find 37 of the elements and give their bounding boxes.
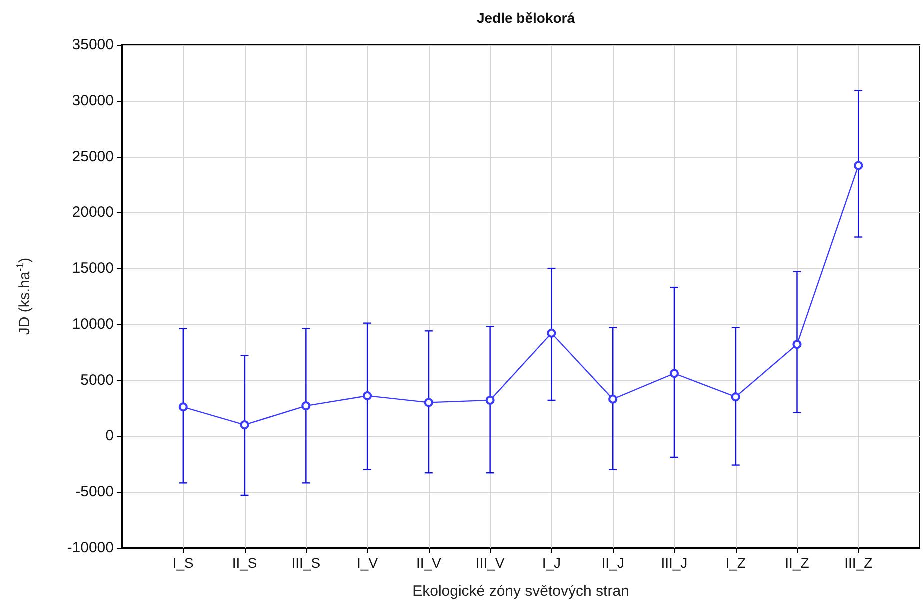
y-tick-label: 20000 <box>72 204 114 222</box>
x-tick-label: III_V <box>476 555 506 571</box>
point <box>731 392 740 402</box>
point <box>854 161 864 170</box>
point <box>302 402 311 411</box>
point <box>424 398 434 408</box>
x-axis-title: Ekologické zóny světových stran <box>412 583 630 600</box>
point <box>670 369 679 378</box>
y-tick-label: 15000 <box>72 260 114 278</box>
x-tick-label: II_S <box>232 555 258 571</box>
point <box>178 402 188 412</box>
x-tick-label: I_S <box>172 555 194 571</box>
y-tick-label: 35000 <box>72 36 114 54</box>
y-tick-label: 5000 <box>80 372 114 389</box>
y-tick-label: 10000 <box>72 316 114 333</box>
y-tick-label: -10000 <box>67 540 114 556</box>
x-tick-label: I_Z <box>726 555 746 571</box>
y-tick-label: 30000 <box>72 92 114 110</box>
point <box>547 328 556 338</box>
point <box>240 420 250 430</box>
x-tick-label: II_V <box>416 555 442 571</box>
x-tick-label: I_V <box>357 555 379 571</box>
x-tick-label: III_Z <box>844 555 874 571</box>
x-tick-label: II_J <box>602 555 624 571</box>
y-tick-label: 25000 <box>72 148 114 166</box>
chart-title: Jedle bělokorá <box>476 10 576 26</box>
x-tick-label: III_J <box>661 555 688 571</box>
point <box>363 391 372 400</box>
point <box>486 396 495 405</box>
x-tick-label: III_S <box>292 555 321 571</box>
x-tick-label: I_J <box>542 555 562 571</box>
x-tick-label: II_Z <box>785 555 810 571</box>
y-axis-title: JD (ks.ha-1) <box>16 258 34 336</box>
point <box>608 394 618 404</box>
y-tick-label: 0 <box>106 428 114 445</box>
point <box>792 340 802 350</box>
y-tick-label: -5000 <box>76 484 114 501</box>
